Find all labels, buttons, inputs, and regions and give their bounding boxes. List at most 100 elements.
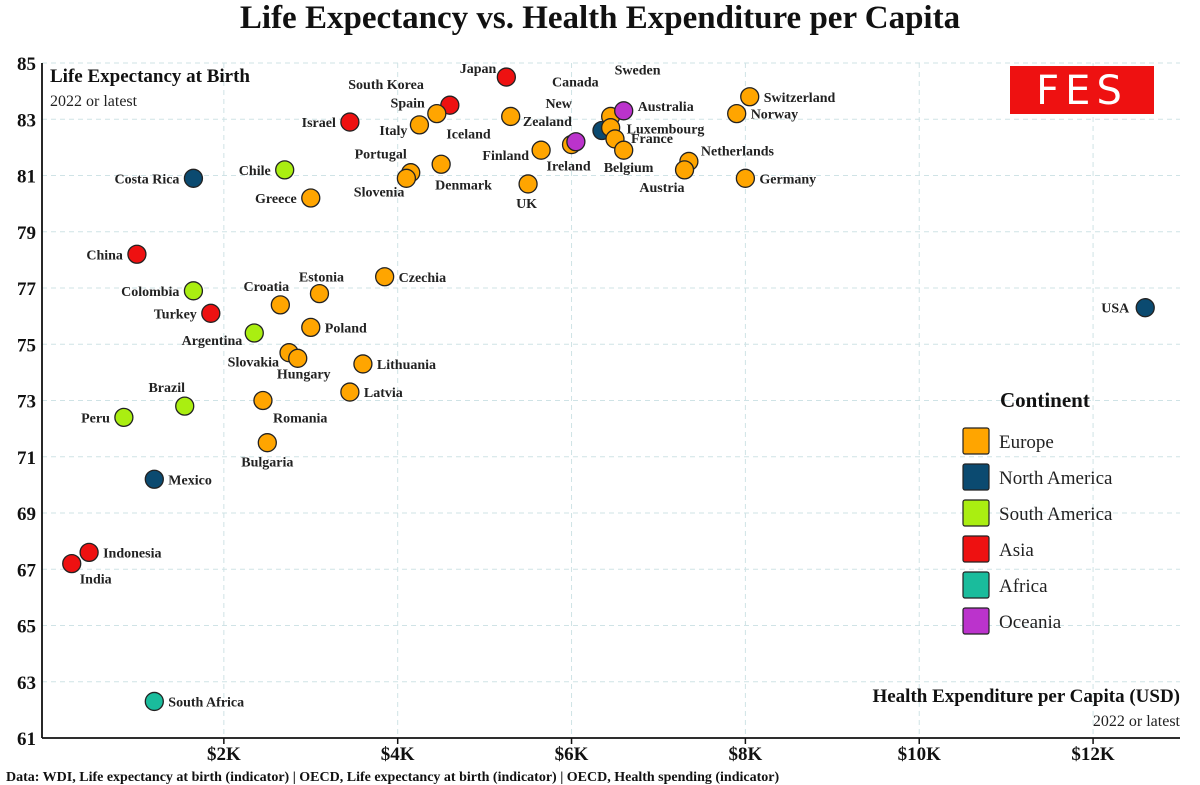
y-tick-label: 73: [17, 392, 36, 413]
point-label: Slovenia: [354, 185, 405, 200]
point-label: Lithuania: [377, 358, 436, 373]
legend-item: Asia: [999, 540, 1034, 561]
point-label: Germany: [759, 172, 816, 187]
point-italy: [409, 115, 430, 135]
point-label: Mexico: [168, 473, 212, 488]
y-tick-label: 83: [17, 110, 36, 131]
point-label: Croatia: [244, 280, 290, 295]
point-label: South Korea: [348, 78, 424, 93]
y-tick-label: 63: [17, 673, 36, 694]
point-poland: [301, 317, 321, 338]
point-slovenia: [396, 168, 417, 188]
point-label: Chile: [239, 164, 271, 179]
point-label: Colombia: [121, 285, 179, 300]
point-label: Slovakia: [228, 356, 279, 371]
point-label: Hungary: [277, 367, 331, 382]
source-note: Data: WDI, Life expectancy at birth (ind…: [6, 770, 779, 785]
point-label: New: [545, 97, 572, 112]
point-colombia: [183, 281, 204, 301]
point-india: [62, 553, 82, 574]
point-croatia: [270, 295, 290, 315]
point-label: South Africa: [168, 695, 244, 710]
point-latvia: [340, 382, 360, 402]
point-iceland: [501, 106, 521, 127]
x-tick-label: $4K: [381, 744, 415, 765]
legend-swatch: [962, 607, 990, 635]
point-denmark: [431, 154, 451, 174]
legend-item: Africa: [999, 576, 1048, 597]
x-axis-title: Health Expenditure per Capita (USD): [872, 686, 1180, 707]
point-china: [127, 244, 147, 264]
point-label: USA: [1101, 302, 1130, 317]
x-tick-label: $8K: [728, 744, 762, 765]
point-germany: [735, 168, 756, 188]
data-points: [62, 67, 1155, 712]
point-label: Bulgaria: [241, 456, 293, 471]
axes: [41, 63, 1180, 739]
x-tick-label: $6K: [555, 744, 589, 765]
y-axis-ticks: 61 63 65 67 69 71 73 75 77 79 81 83 85: [17, 54, 37, 750]
point-label: Poland: [325, 321, 367, 336]
point-label: Latvia: [364, 386, 403, 401]
y-tick-label: 77: [17, 279, 37, 300]
point-label: Switzerland: [764, 91, 836, 106]
legend-swatch: [962, 535, 990, 563]
point-bulgaria: [257, 433, 277, 453]
point-label: Costa Rica: [114, 172, 179, 187]
point-mexico: [144, 469, 164, 489]
point-new-zealand: [566, 132, 586, 152]
point-label: UK: [516, 197, 537, 212]
legend-item: North America: [999, 468, 1113, 489]
point-label: Brazil: [148, 381, 185, 396]
point-label: Ireland: [547, 160, 591, 175]
x-axis-ticks: $2K $4K $6K $8K $10K $12K: [207, 738, 1115, 765]
point-label: Netherlands: [701, 144, 775, 159]
y-tick-label: 69: [17, 504, 36, 525]
point-label: Romania: [273, 412, 327, 427]
point-finland: [531, 140, 551, 160]
point-label: Belgium: [604, 161, 654, 176]
y-tick-label: 85: [17, 54, 36, 75]
point-label: Australia: [638, 100, 694, 115]
y-tick-label: 67: [17, 560, 37, 581]
y-tick-label: 79: [17, 223, 36, 244]
point-label: Japan: [460, 62, 497, 77]
point-japan: [496, 67, 516, 87]
point-label: Indonesia: [103, 546, 161, 561]
point-label: Turkey: [154, 307, 197, 322]
point-uk: [518, 174, 538, 194]
point-argentina: [244, 323, 264, 343]
point-turkey: [201, 303, 221, 323]
point-indonesia: [79, 542, 99, 563]
point-peru: [114, 407, 134, 428]
point-norway: [727, 103, 747, 124]
legend-swatch: [962, 427, 990, 455]
legend-title: Continent: [1000, 388, 1090, 412]
point-label: Austria: [639, 181, 684, 196]
point-israel: [340, 112, 360, 132]
legend-swatch: [962, 499, 990, 527]
logo-background: [1010, 66, 1154, 114]
point-spain: [427, 103, 447, 124]
point-czechia: [375, 267, 395, 287]
point-label: Israel: [302, 116, 336, 131]
legend-swatch: [962, 571, 990, 599]
y-axis-note: 2022 or latest: [50, 93, 138, 110]
point-australia: [614, 101, 634, 121]
point-label: Greece: [255, 192, 297, 207]
y-tick-label: 75: [17, 335, 36, 356]
point-label: Iceland: [446, 127, 491, 142]
point-label: Argentina: [182, 334, 243, 349]
legend: Continent Europe North America South Ameri…: [962, 388, 1113, 635]
grid-lines: [42, 62, 1180, 739]
point-label: Sweden: [615, 63, 661, 78]
legend-swatch: [962, 463, 990, 491]
point-label: India: [80, 573, 112, 588]
legend-item: Oceania: [999, 612, 1062, 633]
point-austria: [674, 160, 695, 180]
y-tick-label: 61: [17, 729, 36, 750]
point-costa-rica: [183, 168, 204, 188]
point-south-africa: [144, 691, 164, 712]
x-tick-label: $12K: [1071, 744, 1115, 765]
point-romania: [253, 390, 273, 411]
